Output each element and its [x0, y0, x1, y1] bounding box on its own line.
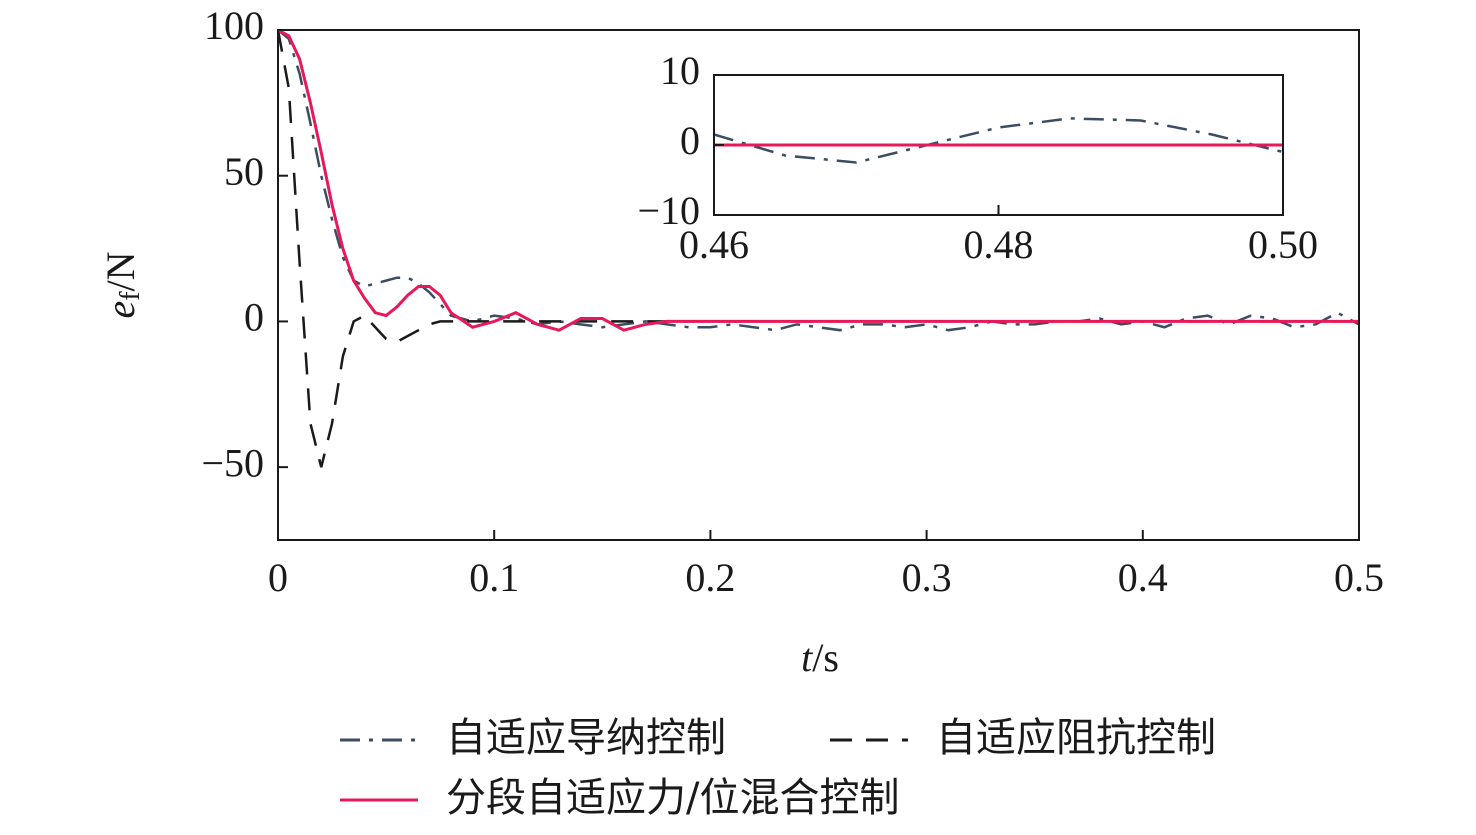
x-tick-label: 0.2	[685, 555, 735, 600]
y-tick-label: 100	[204, 3, 264, 48]
x-label-symbol: t	[801, 635, 813, 680]
y-tick-label: −10	[637, 188, 700, 233]
y-label-symbol: e	[98, 301, 143, 319]
plot-frame	[277, 29, 1360, 541]
series-line	[278, 30, 1359, 332]
y-tick-label: 0	[244, 295, 264, 340]
x-tick-label: 0.1	[469, 555, 519, 600]
x-tick-label: 0.50	[1248, 222, 1318, 267]
x-tick-label: 0.5	[1334, 555, 1384, 600]
legend-label: 分段自适应力/位混合控制	[446, 775, 899, 821]
y-label-unit: /N	[98, 251, 143, 291]
series-line	[278, 30, 1359, 332]
x-tick-label: 0.4	[1118, 555, 1168, 600]
x-tick-label: 0.48	[964, 222, 1034, 267]
series-line	[714, 117, 1283, 164]
legend-label: 自适应阻抗控制	[936, 715, 1216, 761]
y-tick-label: −50	[201, 440, 264, 485]
y-tick-label: 50	[224, 149, 264, 194]
y-tick-label: 0	[680, 118, 700, 163]
x-axis-label: t/s	[801, 635, 839, 680]
x-tick-label: 0	[268, 555, 288, 600]
legend-label: 自适应导纳控制	[446, 715, 726, 761]
y-label-subscript: f	[115, 291, 146, 301]
y-tick-label: 10	[660, 48, 700, 93]
x-label-unit: /s	[812, 635, 839, 680]
y-axis-label: ef/N	[98, 251, 146, 318]
x-tick-label: 0.3	[902, 555, 952, 600]
x-tick-label: 0.46	[679, 222, 749, 267]
